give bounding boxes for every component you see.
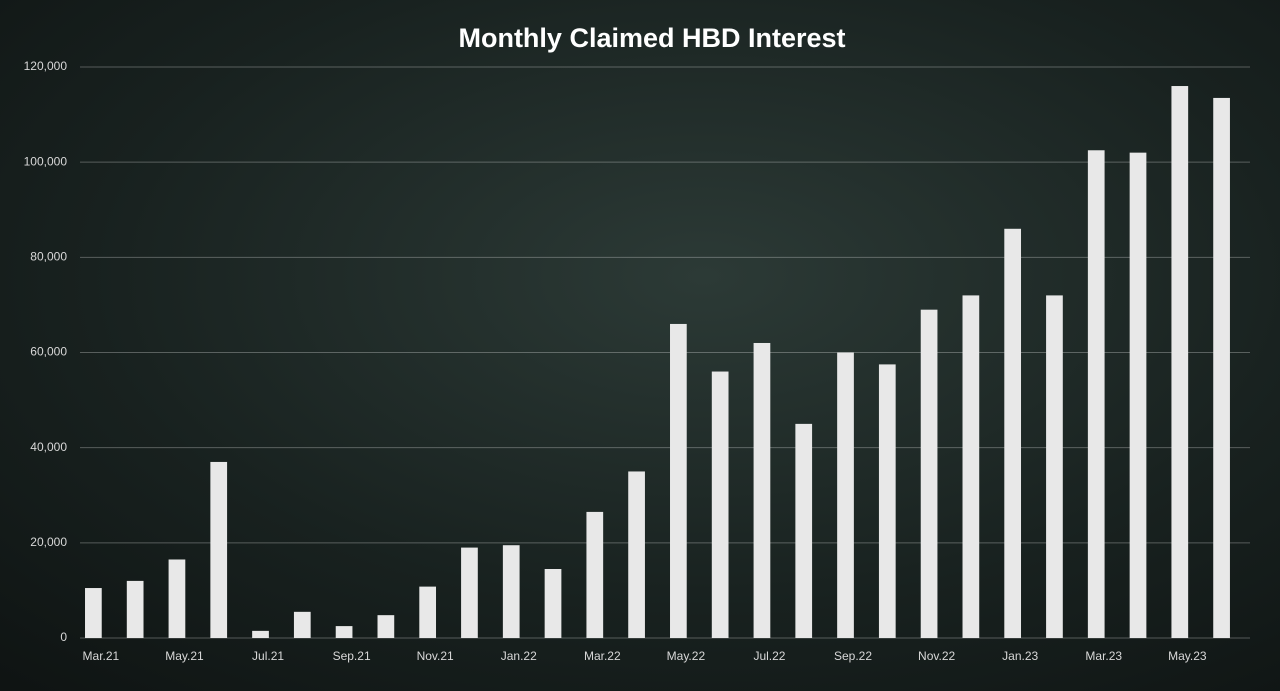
bar bbox=[1213, 97, 1230, 638]
chart-title: Monthly Claimed HBD Interest bbox=[458, 23, 845, 53]
y-tick-label: 80,000 bbox=[30, 250, 67, 264]
bar bbox=[126, 580, 144, 638]
bar bbox=[1004, 228, 1022, 639]
bar bbox=[837, 352, 854, 638]
x-tick-label: May.23 bbox=[1168, 649, 1207, 663]
bar bbox=[1129, 152, 1147, 638]
bar bbox=[377, 615, 395, 638]
bar bbox=[753, 342, 771, 638]
y-tick-label: 60,000 bbox=[30, 345, 67, 359]
x-tick-label: Sep.22 bbox=[834, 649, 872, 663]
bar bbox=[628, 471, 645, 638]
bar bbox=[586, 511, 604, 638]
bar bbox=[252, 630, 269, 638]
x-tick-label: Jul.21 bbox=[252, 649, 284, 663]
y-tick-label: 0 bbox=[60, 630, 67, 644]
bar bbox=[419, 586, 437, 638]
bar bbox=[920, 309, 938, 638]
y-tick-label: 20,000 bbox=[30, 535, 67, 549]
bar bbox=[878, 364, 896, 638]
x-tick-label: Sep.21 bbox=[333, 649, 371, 663]
x-tick-label: Jan.22 bbox=[501, 649, 537, 663]
bar bbox=[962, 295, 980, 638]
bar bbox=[85, 588, 102, 638]
x-tick-label: Mar.22 bbox=[584, 649, 621, 663]
x-tick-label: Jul.22 bbox=[753, 649, 785, 663]
bar bbox=[670, 323, 687, 638]
bar bbox=[210, 461, 228, 638]
x-tick-label: May.22 bbox=[667, 649, 706, 663]
bar bbox=[1087, 150, 1105, 639]
x-tick-label: Nov.21 bbox=[417, 649, 454, 663]
x-tick-label: Jan.23 bbox=[1002, 649, 1038, 663]
bar bbox=[1171, 86, 1189, 639]
bar bbox=[544, 569, 562, 638]
bar bbox=[711, 371, 729, 638]
y-tick-label: 100,000 bbox=[24, 154, 68, 168]
bar bbox=[293, 611, 311, 638]
x-tick-label: Mar.21 bbox=[83, 649, 120, 663]
bar bbox=[1046, 295, 1063, 638]
y-tick-label: 40,000 bbox=[30, 440, 67, 454]
x-tick-label: Mar.23 bbox=[1085, 649, 1122, 663]
x-tick-label: Nov.22 bbox=[918, 649, 955, 663]
bar bbox=[461, 547, 478, 638]
bar bbox=[502, 545, 520, 638]
bar bbox=[168, 559, 186, 638]
bar bbox=[795, 423, 813, 638]
y-tick-label: 120,000 bbox=[24, 59, 68, 73]
x-tick-label: May.21 bbox=[165, 649, 204, 663]
bar bbox=[335, 626, 353, 638]
